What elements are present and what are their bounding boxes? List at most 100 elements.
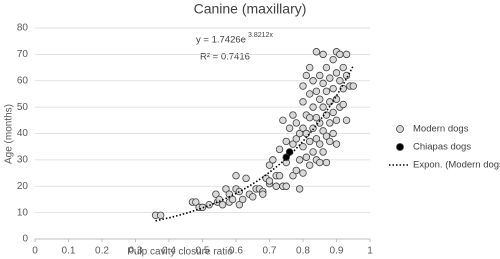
point <box>332 116 341 125</box>
point <box>342 116 351 125</box>
point <box>282 137 290 146</box>
point <box>316 95 324 103</box>
x-tick-label: 0 <box>32 246 38 257</box>
point <box>289 140 297 148</box>
point <box>319 50 327 59</box>
point <box>329 108 337 117</box>
y-tick-label: 60 <box>17 75 29 86</box>
point <box>342 50 351 59</box>
point <box>299 124 307 132</box>
y-tick-label: 30 <box>17 155 29 166</box>
x-tick-label: 1 <box>367 246 373 257</box>
chart-title: Canine (maxillary) <box>194 1 307 17</box>
point <box>299 82 307 90</box>
point <box>329 129 337 138</box>
y-axis-label: Age (months) <box>4 104 15 164</box>
point <box>312 113 321 122</box>
point <box>326 74 334 82</box>
point <box>222 185 230 193</box>
y-tick-label: 20 <box>17 181 29 192</box>
point <box>299 98 307 106</box>
point <box>319 127 327 135</box>
point <box>242 174 250 183</box>
point <box>272 182 280 190</box>
point <box>249 193 257 201</box>
point <box>332 69 341 77</box>
point <box>332 95 341 103</box>
point <box>309 148 317 156</box>
point <box>292 166 300 175</box>
point <box>285 124 294 132</box>
point <box>322 158 331 167</box>
r-squared: R² = 0.7416 <box>200 52 250 63</box>
point <box>299 169 307 177</box>
point <box>322 132 331 140</box>
point <box>312 135 321 143</box>
point <box>198 203 207 212</box>
point <box>279 116 287 125</box>
point <box>192 198 200 206</box>
y-tick-label: 0 <box>22 234 28 245</box>
point <box>336 50 344 59</box>
y-tick-label: 10 <box>17 207 29 218</box>
x-tick-label: 0.6 <box>229 246 243 257</box>
point <box>302 71 311 80</box>
y-tick-label: 80 <box>17 23 29 34</box>
point <box>332 140 341 148</box>
trendline <box>155 65 355 222</box>
point <box>292 135 300 143</box>
point <box>336 77 344 85</box>
x-tick-label: 0.4 <box>162 246 176 257</box>
y-tick-label: 70 <box>17 49 29 60</box>
point <box>319 148 327 156</box>
legend-label: Modern dogs <box>413 124 469 135</box>
trend-equation: y = 1.7426e <box>196 35 246 46</box>
point <box>212 190 220 198</box>
point <box>228 195 237 204</box>
point <box>349 82 357 90</box>
point <box>269 156 277 164</box>
point <box>259 190 267 198</box>
y-tick-label: 50 <box>17 102 29 113</box>
point <box>319 79 327 88</box>
point <box>312 87 321 95</box>
point <box>232 171 240 180</box>
point <box>292 119 300 127</box>
point <box>306 63 314 72</box>
point <box>275 171 284 180</box>
point <box>339 100 347 109</box>
point <box>329 84 337 93</box>
x-tick-label: 0.3 <box>129 246 143 257</box>
point <box>326 119 334 127</box>
point <box>339 63 347 72</box>
legend-marker <box>396 143 404 151</box>
x-tick-label: 0.7 <box>263 246 277 257</box>
trend-equation-exponent: 3.8212x <box>248 32 273 39</box>
x-tick-label: 0.5 <box>196 246 210 257</box>
point <box>302 129 311 138</box>
point <box>235 187 244 196</box>
point <box>282 182 290 190</box>
legend-marker <box>396 125 404 133</box>
point <box>306 137 314 146</box>
point <box>275 145 284 154</box>
point <box>322 63 331 72</box>
point <box>156 211 165 219</box>
point <box>316 140 324 148</box>
point <box>289 171 297 180</box>
point <box>302 153 311 161</box>
point <box>238 195 247 204</box>
y-tick-label: 40 <box>17 128 29 139</box>
x-tick-label: 0.8 <box>296 246 310 257</box>
legend-label: Chiapas dogs <box>413 142 471 153</box>
x-tick-label: 0.2 <box>95 246 109 257</box>
point <box>218 201 227 209</box>
point <box>306 113 314 122</box>
point <box>326 137 334 146</box>
point <box>265 161 274 169</box>
point <box>316 158 324 167</box>
point <box>316 119 324 127</box>
point <box>289 111 297 119</box>
point <box>265 177 274 185</box>
